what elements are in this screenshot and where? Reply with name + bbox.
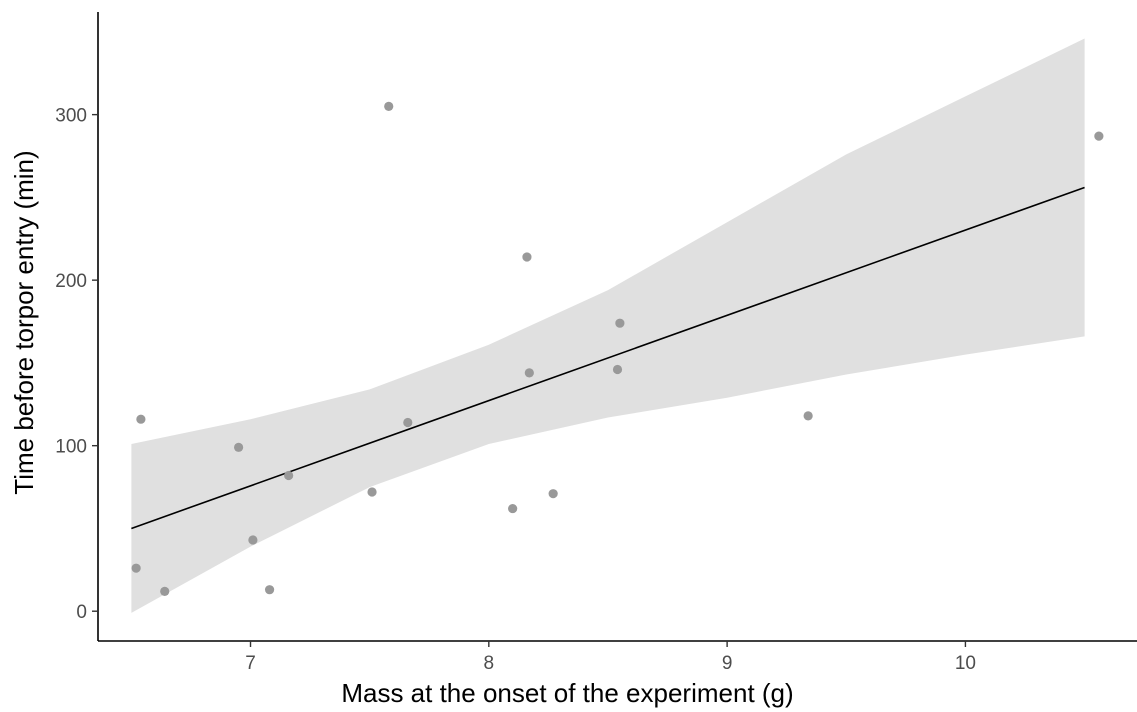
y-tick-label: 300 [55,106,87,127]
data-point [508,503,518,514]
data-point [248,535,258,545]
x-tick-label: 8 [484,653,495,674]
y-tick-label: 100 [55,437,87,458]
data-point [367,487,377,497]
confidence-band [131,38,1085,613]
data-points-layer [131,101,1104,596]
x-axis-title: Mass at the onset of the experiment (g) [341,678,793,708]
data-point [522,252,532,262]
data-point [612,364,623,375]
data-point [233,442,244,452]
y-axis-title: Time before torpor entry (min) [9,150,39,494]
confidence-band-layer [131,38,1085,613]
data-point [264,585,275,595]
data-point [136,414,146,424]
data-point [131,563,141,573]
y-tick-label: 0 [76,602,87,623]
x-tick-label: 7 [245,653,256,674]
x-tick-label: 9 [722,653,733,674]
data-point [403,417,413,428]
x-tick-label: 10 [955,653,976,674]
data-point [284,470,294,481]
data-point [548,489,558,499]
y-tick-label: 200 [55,271,87,292]
data-point [524,368,534,378]
data-point [384,101,394,111]
data-point [160,586,170,596]
data-point [1094,131,1104,141]
axes-layer [97,12,1137,642]
data-point [803,411,813,421]
data-point [615,318,625,328]
